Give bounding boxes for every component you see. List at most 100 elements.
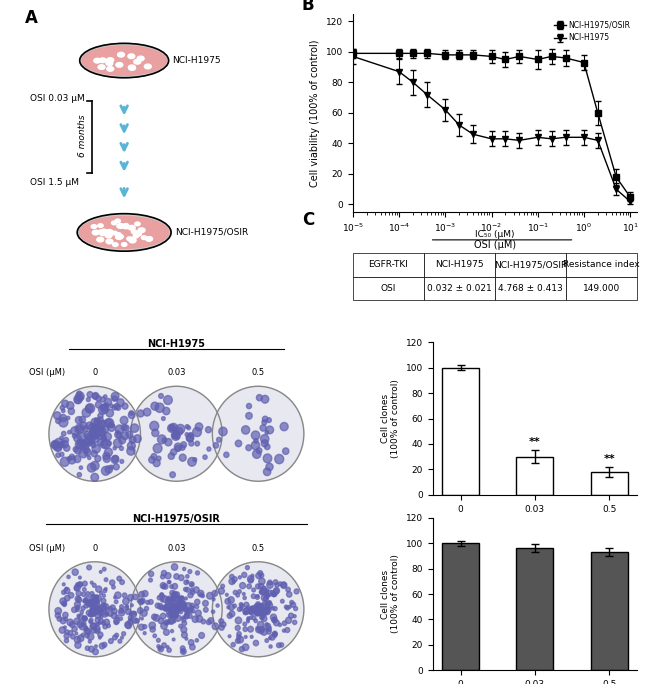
Circle shape [257,622,264,628]
Circle shape [170,629,174,633]
Circle shape [90,428,96,434]
Circle shape [185,603,192,609]
Circle shape [87,565,92,570]
Circle shape [274,620,280,626]
Circle shape [195,423,203,431]
Circle shape [188,570,192,574]
Circle shape [176,609,180,613]
Circle shape [162,438,166,443]
Circle shape [278,623,281,627]
Circle shape [149,578,152,582]
Circle shape [94,607,99,611]
Circle shape [81,440,88,447]
Circle shape [78,582,83,587]
Circle shape [102,440,110,449]
Circle shape [90,611,94,616]
Circle shape [189,581,194,587]
Circle shape [133,594,138,600]
Circle shape [75,440,83,449]
Circle shape [268,580,272,585]
Circle shape [264,592,268,597]
Circle shape [92,614,95,616]
Circle shape [94,432,98,436]
Circle shape [237,635,241,639]
Circle shape [180,646,185,650]
Circle shape [83,447,90,453]
Circle shape [49,562,140,657]
Circle shape [218,588,224,594]
Circle shape [182,621,187,626]
Circle shape [250,611,255,616]
Circle shape [75,642,81,648]
Circle shape [174,605,179,611]
Circle shape [81,592,86,596]
Circle shape [166,608,172,615]
Circle shape [74,584,81,591]
Circle shape [190,603,194,608]
Circle shape [190,583,193,586]
Circle shape [161,599,163,602]
Circle shape [89,430,96,436]
Ellipse shape [117,224,122,228]
Circle shape [84,627,88,631]
Circle shape [166,614,170,617]
Circle shape [255,573,261,579]
Circle shape [55,444,62,451]
Circle shape [71,427,79,435]
Circle shape [98,417,103,423]
Text: NCI-H1975/OSIR: NCI-H1975/OSIR [175,228,248,237]
Circle shape [89,618,93,622]
Circle shape [260,425,266,431]
Circle shape [169,607,172,610]
Circle shape [72,607,77,613]
Circle shape [101,598,106,603]
Circle shape [91,473,99,482]
Circle shape [191,606,194,609]
Circle shape [107,441,111,446]
Circle shape [120,446,124,451]
Circle shape [268,637,271,640]
Circle shape [174,432,178,436]
Circle shape [114,404,120,409]
Circle shape [162,585,165,589]
Ellipse shape [79,217,169,248]
Circle shape [75,424,84,434]
Circle shape [243,622,246,626]
Circle shape [98,435,102,439]
Circle shape [193,458,197,462]
Circle shape [174,443,182,451]
Circle shape [190,588,194,592]
Circle shape [190,590,194,594]
Circle shape [90,608,96,614]
Circle shape [292,620,297,624]
Circle shape [188,608,193,614]
Circle shape [86,397,90,402]
Circle shape [64,588,70,594]
Circle shape [240,607,243,610]
Circle shape [172,592,177,598]
Circle shape [56,419,60,423]
Circle shape [248,575,254,582]
Ellipse shape [116,233,121,237]
Circle shape [263,454,272,463]
Text: 0: 0 [92,544,98,553]
Circle shape [235,617,242,624]
Circle shape [119,617,122,620]
Circle shape [233,590,237,594]
Circle shape [268,601,272,605]
Circle shape [248,607,254,614]
Circle shape [160,606,164,610]
Circle shape [253,449,261,458]
Circle shape [244,635,247,638]
Circle shape [237,631,241,636]
Circle shape [194,587,200,593]
Circle shape [240,604,244,608]
Circle shape [79,449,88,458]
Circle shape [120,605,124,609]
Circle shape [254,604,259,609]
Circle shape [179,605,185,611]
Circle shape [256,448,262,453]
Circle shape [95,628,100,633]
Circle shape [62,583,65,586]
Circle shape [244,611,246,615]
